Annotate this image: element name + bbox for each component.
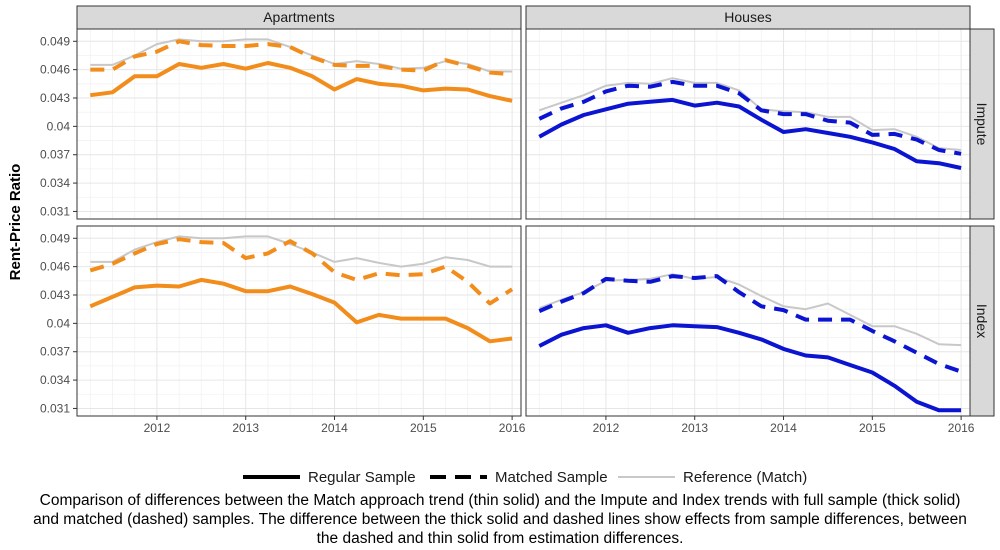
facet-strip-impute	[969, 28, 995, 220]
series-reference-apartments-index	[90, 235, 513, 268]
y-tick-label: 0.037	[40, 345, 70, 359]
series-matched-houses-index	[538, 274, 962, 374]
y-tick-label: 0.046	[40, 63, 70, 77]
x-tick-label: 2015	[410, 421, 437, 435]
series-matched-houses-impute	[538, 79, 962, 156]
facet-label-index: Index	[974, 304, 990, 338]
series-regular-houses-index	[538, 323, 962, 413]
series-matched-apartments-index	[89, 237, 514, 306]
y-tick-label: 0.034	[40, 176, 70, 190]
x-tick-label: 2013	[681, 421, 708, 435]
panel-border-apartments-impute	[76, 28, 522, 220]
facet-label-impute: Impute	[974, 103, 990, 146]
legend-label-matched: Matched Sample	[495, 469, 608, 486]
y-tick-label: 0.046	[40, 260, 70, 274]
x-tick-label: 2012	[593, 421, 620, 435]
panel-border-apartments-index	[76, 225, 522, 417]
legend-label-reference: Reference (Match)	[683, 469, 807, 486]
y-tick-label: 0.037	[40, 148, 70, 162]
y-tick-label: 0.043	[40, 288, 70, 302]
series-regular-apartments-impute	[90, 61, 513, 103]
y-tick-label: 0.043	[40, 91, 70, 105]
series-matched-apartments-impute	[90, 39, 513, 77]
y-axis-title: Rent-Price Ratio	[7, 164, 24, 281]
x-tick-label: 2014	[770, 421, 797, 435]
y-tick-label: 0.049	[40, 231, 70, 245]
y-tick-label: 0.031	[40, 401, 70, 415]
y-tick-label: 0.034	[40, 373, 70, 387]
panel-border-houses-impute	[525, 28, 971, 220]
y-tick-label: 0.031	[40, 204, 70, 218]
y-tick-label: 0.04	[47, 316, 71, 330]
x-tick-label: 2012	[144, 421, 171, 435]
x-tick-label: 2013	[232, 421, 259, 435]
x-tick-label: 2014	[321, 421, 348, 435]
faceted-line-chart: Apartments Houses Impute Index 0.031 0.034 0.0…	[7, 5, 995, 486]
figure-caption: Comparison of differences between the Ma…	[33, 492, 967, 547]
y-tick-label: 0.049	[40, 34, 70, 48]
x-tick-label: 2016	[948, 421, 975, 435]
series-reference-houses-impute	[538, 77, 962, 151]
panel-border-houses-index	[525, 225, 971, 417]
series-regular-houses-impute	[538, 97, 962, 170]
x-tick-label: 2015	[859, 421, 886, 435]
facet-label-apartments: Apartments	[263, 9, 335, 25]
legend-label-regular: Regular Sample	[308, 469, 416, 486]
series-regular-apartments-index	[89, 277, 513, 344]
y-tick-label: 0.04	[47, 119, 71, 133]
x-tick-label: 2016	[499, 421, 526, 435]
facet-label-houses: Houses	[724, 9, 771, 25]
